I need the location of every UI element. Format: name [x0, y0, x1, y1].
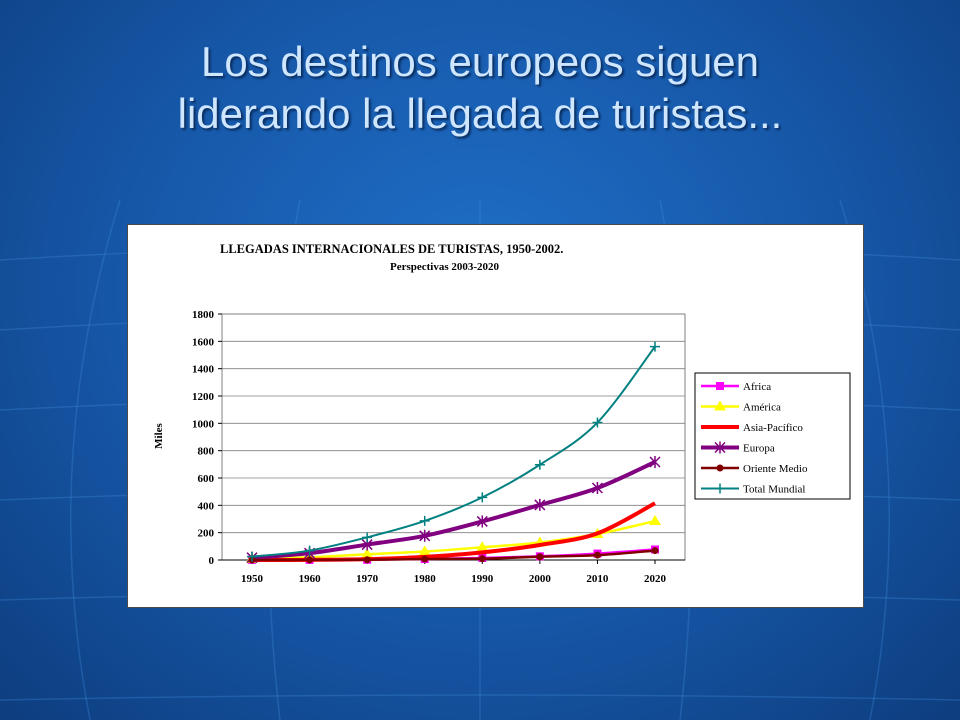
- y-axis-label: Miles: [153, 422, 165, 448]
- slide-title-line-1: Los destinos europeos siguen: [200, 38, 760, 85]
- y-tick-label: 1000: [192, 418, 215, 430]
- legend-label-america: América: [743, 402, 781, 414]
- data-point-total-mundial: [304, 545, 315, 556]
- data-point-total-mundial: [419, 515, 430, 526]
- x-tick-label: 2020: [644, 573, 667, 585]
- data-point-total-mundial: [362, 532, 373, 543]
- data-point-oriente-medio: [306, 556, 314, 564]
- slide-title: Los destinos europeos siguen liderando l…: [0, 36, 960, 140]
- plot-area: [221, 313, 686, 561]
- data-point-europa: [649, 456, 661, 469]
- data-point-oriente-medio: [536, 553, 544, 561]
- x-tick-label: 1950: [241, 573, 264, 585]
- y-tick-label: 1600: [192, 336, 215, 348]
- legend-marker-europa: [714, 441, 726, 454]
- x-tick-label: 1970: [356, 573, 379, 585]
- chart-title: LLEGADAS INTERNACIONALES DE TURISTAS, 19…: [220, 242, 563, 256]
- data-point-oriente-medio: [651, 547, 659, 555]
- y-tick-label: 0: [209, 555, 215, 567]
- data-point-america: [361, 548, 374, 559]
- legend-label-oriente-medio: Oriente Medio: [743, 463, 808, 475]
- tourism-line-chart: LLEGADAS INTERNACIONALES DE TURISTAS, 19…: [153, 242, 851, 585]
- data-point-america: [418, 545, 431, 556]
- data-point-america: [476, 541, 489, 552]
- legend-box: [694, 372, 851, 500]
- data-point-total-mundial: [247, 551, 257, 562]
- data-point-oriente-medio: [478, 555, 486, 563]
- data-point-america: [649, 515, 661, 526]
- legend-label-total-mundial: Total Mundial: [743, 484, 805, 496]
- y-tick-label: 1200: [192, 391, 215, 403]
- data-point-total-mundial: [592, 417, 603, 428]
- legend-label-asia-pacifico: Asia-Pacífico: [743, 422, 803, 434]
- x-tick-label: 2010: [586, 573, 609, 585]
- series-line-oriente-medio: [251, 549, 656, 562]
- data-point-oriente-medio: [363, 556, 371, 564]
- y-tick-label: 800: [198, 446, 215, 458]
- x-tick-label: 1980: [414, 573, 437, 585]
- x-tick-label: 1960: [299, 573, 322, 585]
- data-point-oriente-medio: [593, 551, 601, 559]
- data-point-europa: [534, 498, 546, 511]
- y-tick-label: 400: [198, 500, 215, 512]
- x-tick-label: 1990: [471, 573, 494, 585]
- data-point-total-mundial: [650, 341, 660, 352]
- chart-subtitle: Perspectivas 2003-2020: [390, 261, 500, 273]
- slide-title-line-2: liderando la llegada de turistas...: [177, 90, 783, 137]
- legend-marker-total-mundial: [715, 483, 725, 494]
- data-point-europa: [591, 481, 603, 494]
- y-tick-label: 200: [198, 528, 215, 540]
- legend-marker-africa: [716, 382, 724, 390]
- data-point-europa: [476, 515, 488, 528]
- legend-marker-oriente-medio: [716, 464, 724, 472]
- chart-image: LLEGADAS INTERNACIONALES DE TURISTAS, 19…: [127, 224, 864, 608]
- y-tick-label: 1800: [192, 309, 215, 321]
- legend-label-europa: Europa: [743, 443, 775, 455]
- legend-label-africa: Africa: [743, 381, 771, 393]
- legend-marker-america: [714, 400, 726, 411]
- data-point-total-mundial: [534, 459, 545, 470]
- y-tick-label: 1400: [192, 364, 215, 376]
- series-line-europa: [251, 460, 656, 560]
- data-point-total-mundial: [477, 492, 488, 503]
- data-point-oriente-medio: [421, 555, 429, 563]
- y-tick-label: 600: [198, 473, 215, 485]
- x-tick-label: 2000: [529, 573, 552, 585]
- data-point-europa: [419, 529, 431, 542]
